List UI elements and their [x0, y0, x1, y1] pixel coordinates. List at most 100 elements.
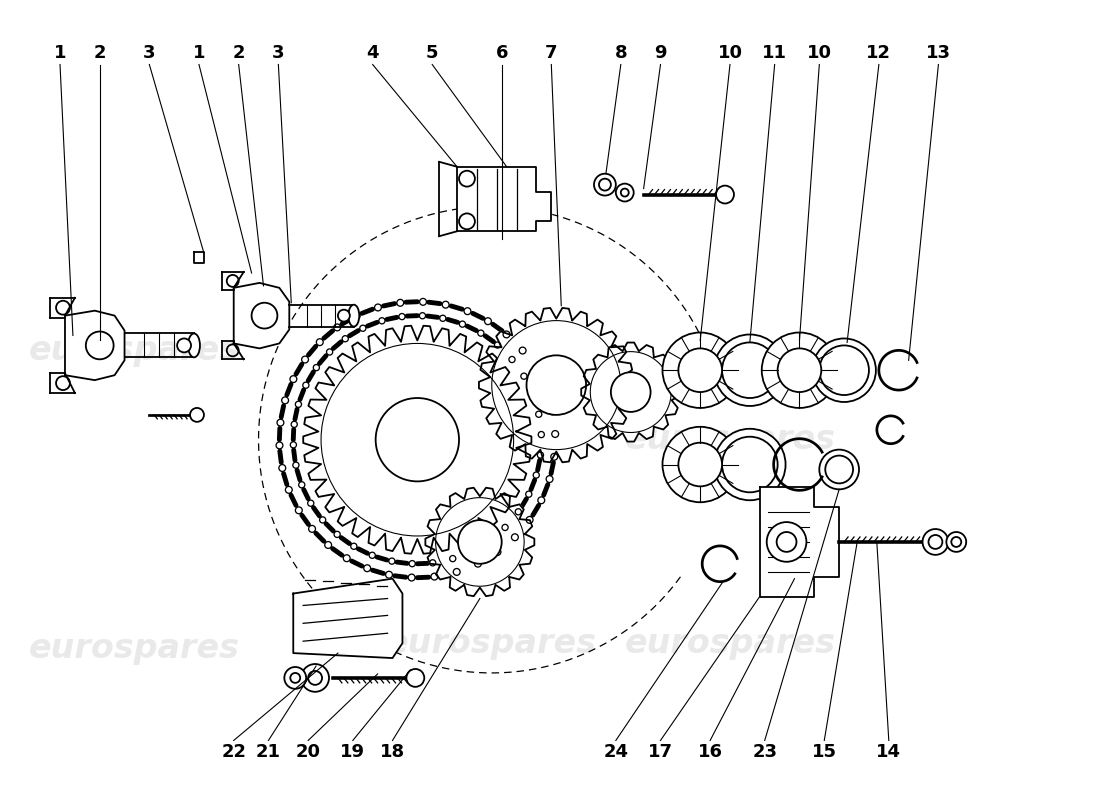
Circle shape	[353, 312, 360, 319]
Circle shape	[320, 517, 326, 523]
Circle shape	[408, 574, 415, 581]
Circle shape	[620, 189, 629, 197]
Circle shape	[662, 426, 738, 502]
Circle shape	[290, 673, 300, 683]
Text: 18: 18	[379, 743, 405, 762]
Circle shape	[442, 302, 449, 308]
Circle shape	[406, 669, 425, 687]
Circle shape	[509, 357, 515, 362]
Circle shape	[526, 491, 532, 498]
Text: 7: 7	[546, 44, 558, 62]
Text: 10: 10	[806, 44, 832, 62]
Circle shape	[923, 529, 948, 555]
Circle shape	[290, 442, 296, 448]
Circle shape	[767, 522, 806, 562]
Circle shape	[494, 549, 501, 555]
Text: 20: 20	[296, 743, 321, 762]
Circle shape	[526, 517, 534, 523]
Circle shape	[825, 455, 854, 483]
Circle shape	[343, 554, 350, 562]
Text: 1: 1	[192, 44, 206, 62]
Circle shape	[388, 558, 395, 564]
Circle shape	[317, 338, 323, 346]
Circle shape	[351, 543, 356, 550]
Text: 22: 22	[221, 743, 246, 762]
Circle shape	[464, 308, 471, 314]
Circle shape	[282, 397, 288, 404]
Circle shape	[399, 314, 405, 320]
Circle shape	[460, 321, 465, 327]
Circle shape	[309, 526, 316, 532]
Circle shape	[301, 664, 329, 692]
Circle shape	[419, 298, 427, 306]
Circle shape	[536, 411, 542, 418]
Polygon shape	[65, 310, 124, 380]
Circle shape	[292, 422, 297, 427]
Circle shape	[515, 509, 521, 515]
Circle shape	[469, 548, 475, 554]
Polygon shape	[194, 252, 204, 263]
Polygon shape	[456, 166, 551, 231]
Circle shape	[360, 325, 366, 331]
Circle shape	[375, 398, 459, 482]
Circle shape	[327, 349, 332, 355]
Circle shape	[370, 552, 375, 558]
Circle shape	[277, 419, 284, 426]
Polygon shape	[426, 488, 535, 596]
Circle shape	[714, 429, 785, 500]
Text: 10: 10	[717, 44, 743, 62]
Circle shape	[538, 497, 544, 504]
Circle shape	[301, 356, 308, 363]
Circle shape	[530, 391, 536, 398]
Circle shape	[342, 336, 349, 342]
Circle shape	[486, 538, 493, 544]
Circle shape	[551, 454, 558, 460]
Circle shape	[714, 334, 785, 406]
Text: 3: 3	[143, 44, 155, 62]
Circle shape	[378, 318, 385, 324]
Circle shape	[458, 520, 502, 564]
Circle shape	[177, 338, 191, 352]
Text: 19: 19	[340, 743, 365, 762]
Circle shape	[527, 355, 586, 415]
Circle shape	[716, 186, 734, 203]
Circle shape	[662, 333, 738, 408]
Text: 14: 14	[877, 743, 901, 762]
Circle shape	[279, 465, 286, 471]
Circle shape	[600, 178, 610, 190]
Text: 5: 5	[426, 44, 439, 62]
Text: 4: 4	[366, 44, 378, 62]
Text: 11: 11	[762, 44, 788, 62]
Text: 9: 9	[654, 44, 667, 62]
Circle shape	[374, 304, 382, 311]
Text: 6: 6	[495, 44, 508, 62]
Circle shape	[397, 299, 404, 306]
Circle shape	[946, 532, 966, 552]
Circle shape	[431, 573, 438, 580]
Circle shape	[761, 333, 837, 408]
Circle shape	[299, 482, 305, 488]
Circle shape	[450, 555, 455, 562]
Circle shape	[308, 671, 322, 685]
Text: 1: 1	[54, 44, 66, 62]
Circle shape	[290, 376, 297, 382]
Circle shape	[484, 318, 492, 325]
Text: eurospares: eurospares	[625, 423, 836, 456]
Circle shape	[778, 348, 822, 392]
Circle shape	[419, 313, 426, 319]
Circle shape	[409, 561, 416, 566]
Circle shape	[293, 462, 299, 468]
Circle shape	[86, 331, 113, 359]
Circle shape	[502, 524, 508, 530]
Ellipse shape	[188, 334, 200, 358]
Circle shape	[679, 442, 722, 486]
Circle shape	[928, 535, 943, 549]
Circle shape	[546, 476, 553, 482]
Circle shape	[295, 402, 301, 407]
Text: 17: 17	[648, 743, 673, 762]
Circle shape	[813, 338, 876, 402]
Circle shape	[538, 452, 543, 458]
Polygon shape	[233, 283, 289, 348]
Circle shape	[453, 569, 460, 575]
Circle shape	[334, 531, 340, 538]
